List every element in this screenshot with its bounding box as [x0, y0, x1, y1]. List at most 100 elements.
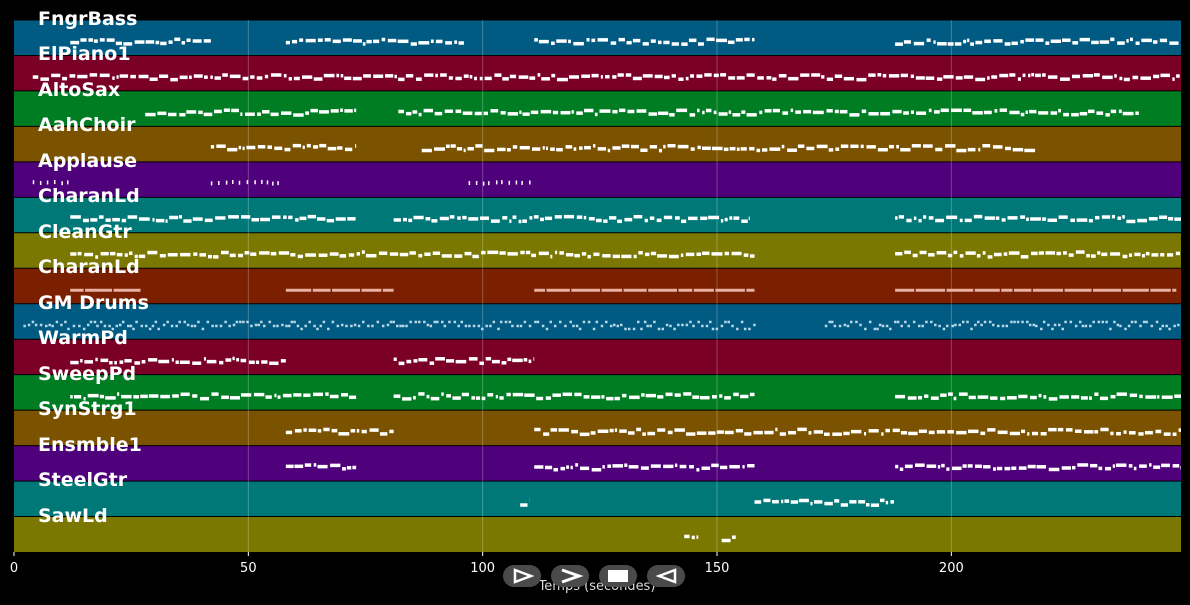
note — [665, 323, 669, 327]
note — [500, 111, 506, 115]
note — [933, 323, 937, 327]
note — [485, 324, 488, 328]
note — [1064, 288, 1092, 292]
note — [1130, 320, 1134, 324]
note — [549, 320, 553, 324]
note — [344, 147, 353, 152]
note — [877, 147, 888, 152]
forward-button[interactable] — [551, 565, 589, 587]
note — [424, 73, 434, 77]
note — [977, 320, 980, 324]
note — [1080, 396, 1088, 400]
note — [413, 359, 418, 363]
note — [975, 40, 983, 45]
note — [490, 109, 499, 113]
note — [124, 358, 132, 363]
note — [460, 320, 464, 324]
note — [475, 396, 481, 400]
note — [612, 464, 624, 468]
note — [418, 253, 423, 258]
note — [418, 112, 422, 117]
note — [895, 216, 898, 220]
track-lane — [14, 374, 1181, 411]
note — [317, 429, 322, 433]
note — [764, 109, 772, 113]
note — [568, 75, 580, 79]
note — [545, 146, 548, 151]
note — [260, 217, 271, 222]
note — [1137, 218, 1147, 223]
note — [332, 39, 341, 44]
note — [135, 320, 138, 324]
note — [90, 218, 98, 222]
note — [956, 430, 967, 435]
rewind-button[interactable] — [647, 565, 685, 587]
note — [183, 320, 187, 324]
note — [924, 394, 929, 398]
note — [900, 147, 911, 152]
note — [293, 320, 296, 324]
note — [748, 327, 751, 331]
note — [534, 288, 546, 292]
note — [1042, 217, 1047, 221]
note — [636, 427, 642, 432]
note — [727, 320, 730, 324]
note — [964, 218, 972, 223]
note — [1088, 109, 1095, 114]
note — [687, 216, 698, 221]
note — [389, 252, 399, 256]
note — [1123, 77, 1130, 82]
note — [405, 111, 412, 116]
note — [748, 216, 750, 221]
play-button[interactable] — [503, 565, 541, 587]
note — [534, 465, 544, 469]
note — [317, 464, 328, 469]
note — [839, 109, 848, 114]
note — [668, 254, 679, 259]
track-lane — [14, 339, 1181, 375]
note — [987, 255, 993, 259]
note — [361, 429, 367, 434]
note — [641, 393, 645, 397]
note — [835, 147, 840, 151]
note — [448, 320, 451, 324]
note — [958, 392, 968, 396]
note — [1126, 39, 1129, 43]
note — [678, 77, 684, 81]
note — [425, 216, 431, 221]
note — [591, 395, 601, 399]
note — [1165, 324, 1168, 328]
note — [440, 73, 447, 77]
note — [1013, 320, 1016, 324]
note — [724, 430, 734, 435]
note — [369, 428, 379, 432]
track-notes — [70, 356, 535, 366]
note — [967, 147, 976, 152]
note — [463, 148, 466, 153]
note — [421, 148, 432, 153]
tick-label: 100 — [470, 561, 496, 576]
note — [761, 148, 768, 152]
note — [345, 324, 348, 328]
note — [454, 254, 463, 258]
note — [148, 358, 158, 362]
note — [378, 251, 388, 255]
note — [554, 250, 558, 255]
note — [1098, 466, 1103, 471]
note — [155, 40, 160, 45]
note — [499, 320, 503, 324]
note — [658, 148, 662, 153]
stop-button[interactable] — [599, 565, 637, 587]
note — [708, 215, 720, 220]
note — [1004, 466, 1011, 471]
track-label: GM Drums — [38, 291, 149, 314]
play-icon — [513, 568, 535, 584]
note — [1128, 431, 1136, 435]
note — [284, 147, 291, 152]
note — [814, 500, 823, 504]
note — [576, 215, 583, 219]
note — [946, 215, 958, 220]
note — [823, 432, 830, 437]
note — [1035, 38, 1044, 42]
